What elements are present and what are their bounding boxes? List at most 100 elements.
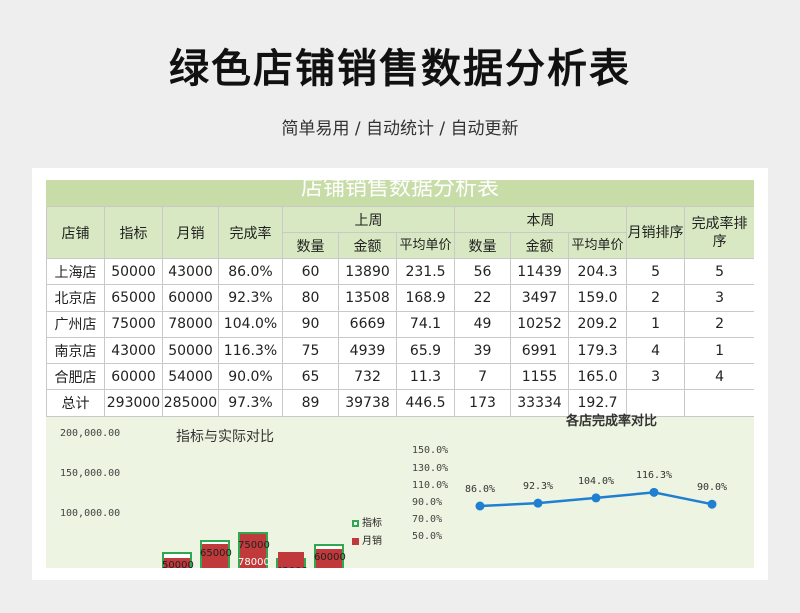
table-cell[interactable]: 4 [684,363,754,391]
table-cell[interactable]: 3497 [510,284,570,312]
table-cell[interactable]: 90.0% [218,363,283,391]
table-cell[interactable]: 3 [684,284,754,312]
table-cell[interactable]: 39 [454,336,512,365]
table-cell[interactable]: 13508 [338,284,397,312]
table-cell[interactable]: 173 [454,389,512,417]
table-cell[interactable]: 80 [282,284,339,312]
table-cell[interactable]: 49 [454,310,512,338]
table-cell[interactable] [684,389,754,417]
table-cell[interactable]: 43000 [162,257,219,286]
table-cell[interactable]: 192.7 [568,389,628,417]
table-cell[interactable]: 60000 [104,363,163,391]
table-cell[interactable]: 10252 [510,310,570,338]
table-cell[interactable]: 南京店 [46,336,105,365]
table-cell[interactable]: 90 [282,310,339,338]
table-cell[interactable]: 65000 [104,284,163,312]
table-cell[interactable]: 13890 [338,257,397,286]
header-last-qty: 数量 [282,232,339,259]
header-monthly: 月销 [162,206,219,259]
table-cell[interactable] [626,389,686,417]
table-cell[interactable]: 165.0 [568,363,628,391]
table-cell[interactable]: 732 [338,363,397,391]
table-cell[interactable]: 54000 [162,363,219,391]
table-row: 北京店 65000 60000 92.3% 80 13508 168.9 22 3497 159.… [46,284,754,312]
table-cell[interactable]: 总计 [46,389,105,417]
table-cell[interactable]: 75000 [104,310,163,338]
table-cell[interactable]: 4939 [338,336,397,365]
table-cell[interactable]: 11439 [510,257,570,286]
table-cell[interactable]: 97.3% [218,389,283,417]
table-cell[interactable]: 6669 [338,310,397,338]
header-rank-sales: 月销排序 [626,206,686,259]
table-cell[interactable]: 168.9 [395,284,456,312]
table-cell[interactable]: 39738 [338,389,397,417]
table-cell[interactable]: 上海店 [46,257,105,286]
table-cell[interactable]: 89 [282,389,339,417]
completion-rate-label: 104.0% [577,475,615,487]
spreadsheet-preview-card: 店铺销售数据分析表 店铺 指标 月销 完成率 上周 本周 月销排序 完成率排序 [32,168,768,580]
table-cell[interactable]: 104.0% [218,310,283,338]
header-target: 指标 [104,206,163,259]
table-cell[interactable]: 50000 [162,336,219,365]
table-cell[interactable]: 285000 [162,389,219,417]
table-cell[interactable]: 446.5 [395,389,456,417]
completion-rate-point [533,498,543,508]
line-chart-title: 各店完成率对比 [566,414,658,429]
header-last-week: 上周 [281,206,456,233]
table-cell[interactable]: 2 [626,284,686,312]
table-cell[interactable]: 159.0 [568,284,628,312]
table-cell[interactable]: 合肥店 [46,363,105,391]
table-cell[interactable]: 209.2 [568,310,628,338]
table-cell[interactable]: 50000 [104,257,163,286]
table-cell[interactable]: 北京店 [46,284,105,312]
legend-label-target: 指标 [362,518,382,529]
table-cell[interactable]: 4 [626,336,686,365]
spreadsheet-sheet: 店铺销售数据分析表 店铺 指标 月销 完成率 上周 本周 月销排序 完成率排序 [46,180,754,568]
table-cell[interactable]: 56 [454,257,512,286]
bar-value-label: 60000 [314,552,346,563]
completion-rate-label: 116.3% [635,470,673,482]
completion-rate-label: 90.0% [696,482,728,494]
table-cell[interactable]: 78000 [162,310,219,338]
table-cell[interactable]: 1 [626,310,686,338]
bar-value-label: 50000 [162,560,194,568]
table-cell[interactable]: 2 [684,310,754,338]
table-cell[interactable]: 5 [626,257,686,286]
completion-rate-point [707,499,717,509]
table-cell[interactable]: 60 [282,257,339,286]
table-cell[interactable]: 75 [282,336,339,365]
table-cell[interactable]: 3 [626,363,686,391]
table-row: 南京店 43000 50000 116.3% 75 4939 65.9 39 6991 179.3… [46,336,754,365]
table-cell[interactable]: 5 [684,257,754,286]
actual-bar [278,552,304,568]
table-row: 总计 293000 285000 97.3% 89 39738 446.5 173 33334 1… [46,389,754,417]
table-cell[interactable]: 116.3% [218,336,283,365]
table-cell[interactable]: 60000 [162,284,219,312]
actual-bar [202,544,228,568]
bar-chart-title: 指标与实际对比 [176,429,274,445]
legend-target: 指标 [352,514,382,529]
table-cell[interactable]: 179.3 [568,336,628,365]
table-cell[interactable]: 65 [282,363,339,391]
table-cell[interactable]: 1 [684,336,754,365]
table-cell[interactable]: 43000 [104,336,163,365]
table-cell[interactable]: 65.9 [395,336,456,365]
table-cell[interactable]: 7 [454,363,512,391]
charts-area: 200,000.00 150,000.00 100,000.00 指标与实际对比… [46,414,754,568]
table-cell[interactable]: 6991 [510,336,570,365]
table-cell[interactable]: 74.1 [395,310,456,338]
header-this-amount: 金额 [510,232,570,259]
table-cell[interactable]: 1155 [510,363,570,391]
table-cell[interactable]: 22 [454,284,512,312]
table-cell[interactable]: 92.3% [218,284,283,312]
table-cell[interactable]: 广州店 [46,310,105,338]
table-cell[interactable]: 11.3 [395,363,456,391]
table-cell[interactable]: 33334 [510,389,570,417]
table-cell[interactable]: 204.3 [568,257,628,286]
line-y-tick: 110.0% [412,480,449,491]
table-cell[interactable]: 293000 [104,389,163,417]
actual-bar [240,534,266,568]
table-cell[interactable]: 231.5 [395,257,456,286]
table-cell[interactable]: 86.0% [218,257,283,286]
legend-actual: 月销 [352,532,382,547]
